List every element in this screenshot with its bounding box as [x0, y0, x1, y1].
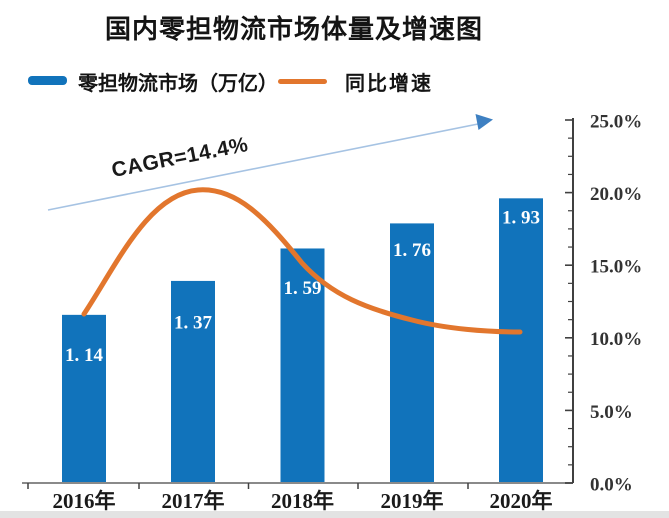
x-tick-label: 2018年	[271, 489, 334, 513]
bar	[499, 198, 543, 483]
bar	[280, 248, 325, 483]
bar-value-label: 1. 14	[65, 345, 104, 366]
trend-arrow-line	[47, 123, 479, 211]
bar-value-label: 1. 59	[284, 278, 322, 299]
y-tick-label: 0.0%	[590, 474, 633, 495]
bar-value-label: 1. 37	[174, 312, 213, 333]
y-tick-label: 15.0%	[590, 257, 642, 278]
bar-value-label: 1. 76	[393, 240, 431, 261]
bar	[171, 280, 215, 483]
x-tick-label: 2020年	[490, 489, 553, 513]
y-tick-label: 10.0%	[590, 329, 642, 350]
x-tick-label: 2019年	[381, 489, 444, 513]
y-tick-label: 25.0%	[590, 111, 642, 132]
x-tick-label: 2017年	[162, 489, 225, 513]
x-tick-label: 2016年	[53, 489, 116, 513]
y-tick-label: 20.0%	[590, 184, 642, 205]
bar	[390, 223, 434, 483]
growth-rate-line	[81, 187, 523, 335]
bar	[62, 314, 106, 483]
trend-arrow-head-icon	[475, 114, 493, 130]
legend-bar-swatch-icon	[28, 76, 67, 85]
legend-line-swatch-icon	[278, 79, 327, 84]
bottom-border	[0, 511, 669, 518]
legend-bar-label: 零担物流市场（万亿）	[78, 73, 278, 95]
y-tick-label: 5.0%	[590, 402, 633, 423]
bar-value-label: 1. 93	[502, 208, 540, 229]
legend-line-label: 同比增速	[345, 73, 433, 95]
chart-title: 国内零担物流市场体量及增速图	[104, 15, 483, 44]
